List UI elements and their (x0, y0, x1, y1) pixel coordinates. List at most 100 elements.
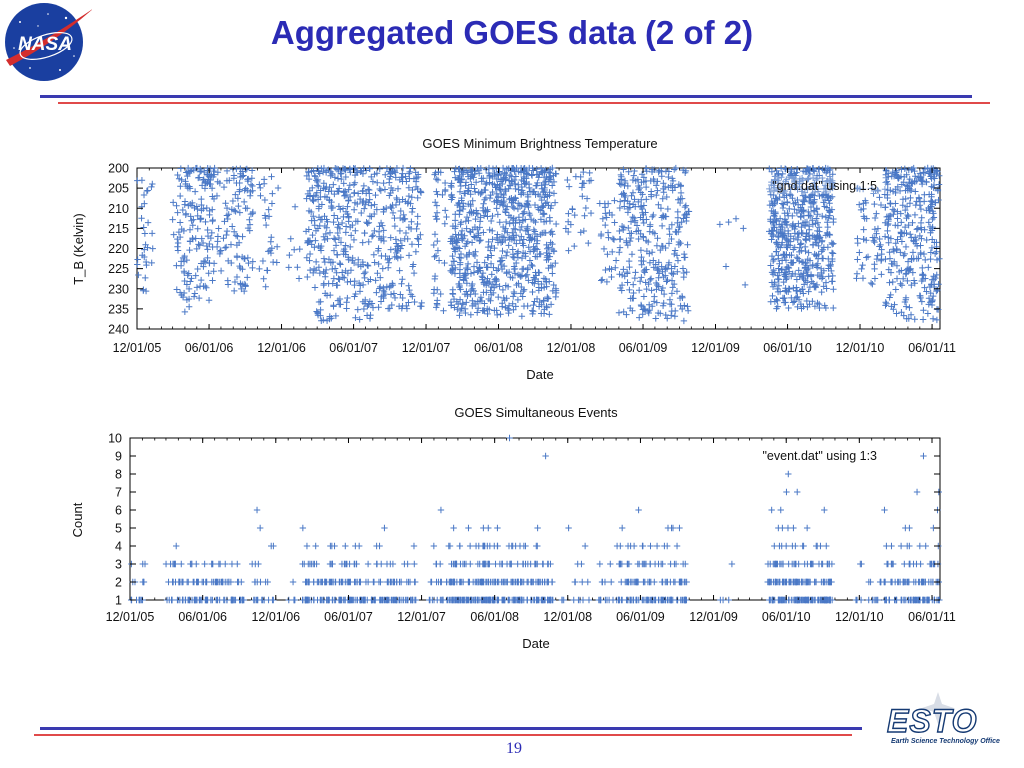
data-point (637, 301, 645, 309)
data-point (673, 288, 681, 295)
data-point (362, 201, 369, 208)
data-point (376, 283, 384, 291)
data-point (389, 187, 396, 194)
data-point (620, 190, 627, 197)
data-point (493, 276, 500, 284)
data-point (230, 175, 238, 182)
data-point (678, 305, 686, 313)
data-point (196, 283, 204, 290)
data-point (194, 205, 201, 213)
data-point (210, 167, 217, 175)
data-point (321, 290, 329, 297)
data-point (364, 186, 372, 193)
data-point (647, 578, 655, 586)
data-point (564, 176, 571, 184)
data-point (493, 175, 501, 183)
data-point (466, 542, 474, 550)
data-point (340, 180, 347, 187)
data-point (329, 280, 336, 287)
data-point (674, 219, 681, 227)
chart-2-legend: "event.dat" using 1:3 (762, 449, 877, 463)
data-point (434, 247, 442, 254)
data-point (361, 300, 369, 307)
data-point (494, 231, 501, 238)
data-point (666, 231, 673, 238)
data-point (538, 203, 546, 210)
data-point (579, 578, 586, 586)
data-point (208, 560, 216, 568)
data-point (176, 219, 184, 226)
data-point (389, 280, 396, 287)
data-point (624, 279, 631, 286)
x-tick-label: 06/01/06 (178, 610, 227, 624)
data-point (214, 238, 221, 245)
data-point (337, 239, 345, 246)
data-point (194, 174, 202, 182)
data-point (513, 250, 521, 257)
data-point (294, 264, 301, 271)
data-point (635, 186, 642, 193)
data-point (813, 215, 820, 222)
data-point (404, 560, 411, 568)
data-point (338, 219, 346, 227)
data-point (670, 280, 678, 288)
data-point (263, 267, 271, 274)
data-point (639, 306, 647, 313)
data-point (773, 239, 780, 246)
data-point (350, 236, 358, 244)
data-point (366, 315, 374, 322)
data-point (474, 210, 482, 218)
data-point (197, 167, 205, 175)
data-point (462, 218, 470, 225)
data-point (414, 235, 421, 242)
data-point (329, 204, 336, 212)
data-point (351, 171, 359, 179)
data-point (332, 242, 340, 249)
data-point (359, 281, 367, 289)
data-point (433, 209, 441, 216)
data-point (232, 208, 239, 215)
data-point (386, 284, 393, 291)
data-point (623, 239, 630, 246)
data-point (535, 206, 542, 213)
x-tick-label: 06/01/10 (763, 341, 812, 355)
data-point (251, 596, 258, 604)
data-point (286, 251, 293, 259)
data-point (512, 173, 520, 180)
data-point (195, 241, 202, 248)
data-point (478, 178, 485, 185)
data-point (665, 168, 673, 175)
data-point (526, 248, 534, 255)
data-point (741, 281, 749, 289)
data-point (317, 187, 324, 194)
data-point (500, 175, 507, 182)
data-point (347, 266, 355, 274)
data-point (386, 179, 393, 186)
data-point (234, 560, 241, 568)
data-point (142, 274, 149, 282)
data-point (856, 249, 863, 256)
data-point (640, 267, 648, 275)
data-point (604, 251, 611, 258)
data-point (457, 254, 465, 262)
data-point (310, 197, 317, 205)
data-point (262, 283, 269, 290)
data-point (434, 237, 441, 245)
data-point (257, 578, 264, 586)
data-point (198, 235, 205, 242)
data-point (230, 228, 238, 235)
y-tick-label: 205 (108, 182, 129, 196)
data-point (901, 165, 909, 173)
data-point (194, 225, 201, 232)
data-point (210, 268, 217, 275)
x-tick-label: 12/01/06 (251, 610, 300, 624)
data-point (654, 235, 661, 242)
data-point (780, 251, 787, 258)
data-point (494, 311, 501, 319)
data-point (777, 506, 784, 514)
data-point (528, 172, 536, 179)
data-point (471, 188, 479, 195)
data-point (326, 229, 334, 236)
data-point (621, 273, 628, 280)
data-point (372, 277, 379, 284)
